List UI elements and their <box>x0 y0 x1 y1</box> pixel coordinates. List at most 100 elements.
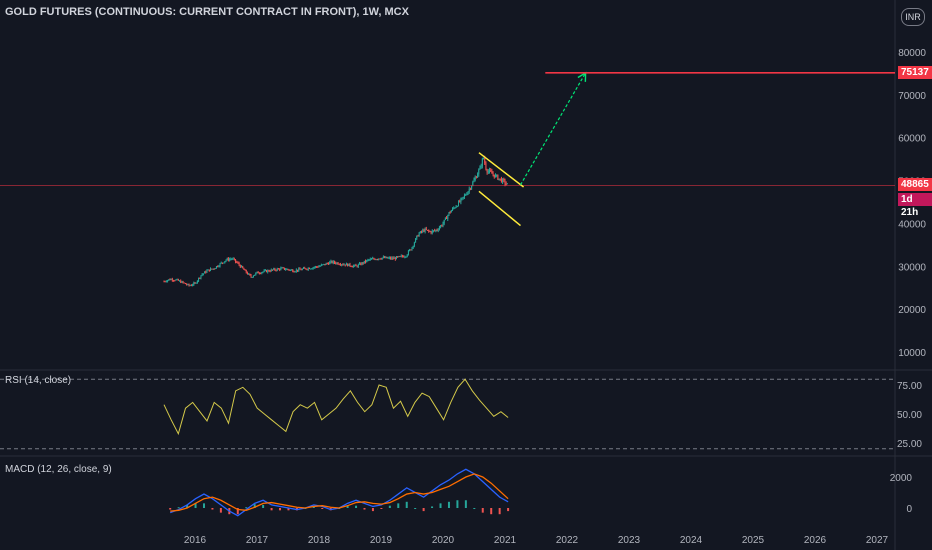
candle-body <box>363 260 365 264</box>
candle-body <box>397 256 399 258</box>
candle-body <box>184 283 186 285</box>
candle-body <box>360 263 362 265</box>
candle-body <box>168 279 170 281</box>
candle-body <box>180 280 182 283</box>
candle-body <box>384 256 386 258</box>
candle-body <box>357 264 359 267</box>
macd-hist-bar <box>270 508 273 511</box>
candle-body <box>196 280 198 283</box>
candle-body <box>264 270 266 272</box>
candle-body <box>300 269 302 271</box>
candle-body <box>466 194 468 196</box>
candle-body <box>279 268 281 270</box>
candle-body <box>496 174 498 176</box>
candle-body <box>286 269 288 271</box>
candle-body <box>245 269 247 273</box>
candle-body <box>303 267 304 269</box>
candle-body <box>311 268 313 270</box>
candle-body <box>297 269 299 271</box>
candle-body <box>353 265 355 267</box>
candle-body <box>325 263 327 265</box>
candle-body <box>391 257 393 259</box>
candle-body <box>200 275 202 278</box>
signal-line <box>170 473 509 512</box>
candle-body <box>283 267 285 270</box>
candle-body <box>418 233 420 237</box>
candle-body <box>339 264 341 266</box>
time-tick-label: 2026 <box>804 535 827 546</box>
candle-body <box>362 262 364 264</box>
candle-body <box>301 268 303 270</box>
candle-body <box>355 264 357 266</box>
candle-body <box>367 259 369 261</box>
candle-body <box>409 249 411 251</box>
price-tick-label: 20000 <box>898 305 926 316</box>
candle-body <box>254 274 256 276</box>
flag-lower-line <box>478 190 521 227</box>
candle-body <box>417 235 419 237</box>
candle-body <box>455 206 457 208</box>
candle-body <box>274 268 276 271</box>
candle-body <box>392 257 394 259</box>
macd-hist-bar <box>464 500 467 508</box>
candle-body <box>239 265 241 268</box>
candles-group <box>163 155 508 287</box>
candle-body <box>446 217 448 219</box>
candle-body <box>332 261 334 263</box>
candle-body <box>369 258 371 260</box>
candle-body <box>484 158 486 164</box>
candle-body <box>179 280 180 282</box>
candle-body <box>294 271 296 273</box>
candle-body <box>189 285 191 287</box>
currency-button[interactable]: INR <box>901 8 925 26</box>
candle-body <box>244 269 246 271</box>
candle-body <box>479 166 481 170</box>
candle-body <box>380 258 382 260</box>
candle-body <box>263 270 265 272</box>
candle-body <box>207 269 209 271</box>
candle-body <box>204 271 206 274</box>
candle-body <box>214 268 216 270</box>
candle-body <box>313 267 315 269</box>
macd-hist-bar <box>414 508 417 509</box>
macd-hist-bar <box>388 505 391 508</box>
candle-body <box>282 267 284 269</box>
candle-body <box>375 259 377 261</box>
macd-hist-bar <box>245 507 248 509</box>
candle-body <box>399 256 401 258</box>
candle-body <box>219 263 221 267</box>
candle-body <box>376 259 378 261</box>
candle-body <box>440 225 442 228</box>
candle-body <box>400 255 402 257</box>
candle-body <box>236 261 238 263</box>
candle-body <box>485 163 487 170</box>
candle-body <box>337 262 339 265</box>
candle-body <box>202 273 204 275</box>
candle-body <box>336 262 338 264</box>
rsi-tick-label: 50.00 <box>897 410 922 421</box>
candle-body <box>205 271 207 273</box>
macd-hist-bar <box>279 508 282 511</box>
candle-body <box>243 268 245 270</box>
candle-body <box>406 254 408 257</box>
candle-body <box>493 174 495 178</box>
candle-body <box>246 272 248 275</box>
candle-body <box>437 229 439 231</box>
candle-body <box>329 262 331 265</box>
candle-body <box>434 230 436 232</box>
candle-body <box>224 261 226 263</box>
candle-body <box>215 266 217 269</box>
macd-hist-bar <box>355 505 358 508</box>
candle-body <box>285 269 287 271</box>
candle-body <box>486 169 488 173</box>
candle-body <box>463 195 465 197</box>
macd-hist-bar <box>186 504 189 508</box>
candle-body <box>471 185 473 189</box>
candle-body <box>422 230 424 232</box>
candle-body <box>460 198 462 202</box>
candle-body <box>212 268 214 270</box>
candle-body <box>472 181 474 186</box>
candle-body <box>483 158 485 160</box>
time-tick-label: 2017 <box>246 535 269 546</box>
